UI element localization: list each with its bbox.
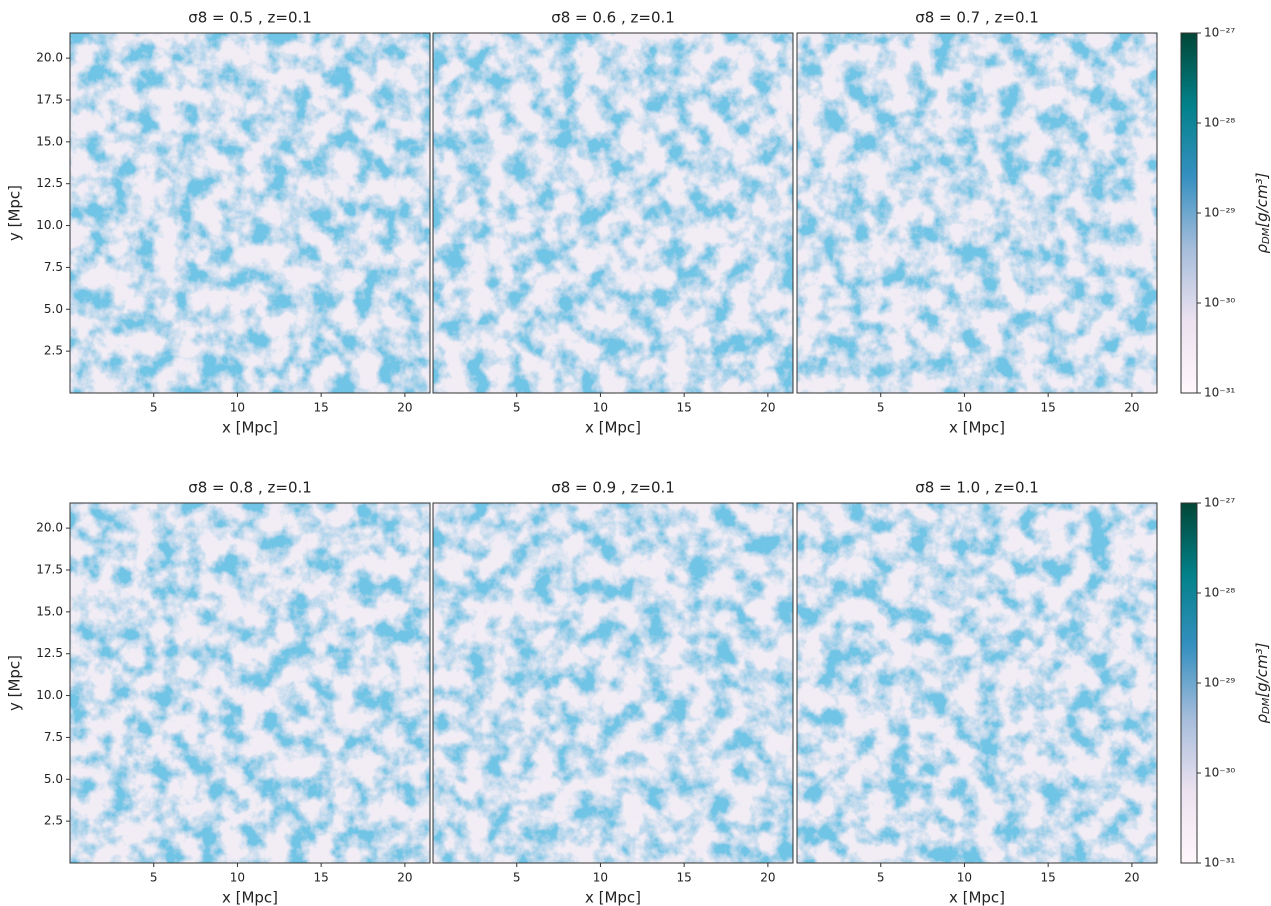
density-map — [70, 33, 430, 393]
y-axis-label: y [Mpc] — [6, 655, 24, 711]
colorbar-tick-label: 10⁻³¹ — [1204, 856, 1235, 870]
x-tick-label: 10 — [230, 401, 245, 415]
panel-title: σ8 = 1.0 , z=0.1 — [915, 479, 1039, 497]
panel-title: σ8 = 0.7 , z=0.1 — [915, 9, 1039, 27]
y-tick-label: 7.5 — [44, 260, 63, 274]
x-axis-label: x [Mpc] — [222, 419, 278, 437]
density-map — [433, 503, 793, 863]
colorbar-label-unit: [g/cm³] — [1253, 642, 1271, 697]
x-tick-label: 5 — [150, 401, 158, 415]
x-axis-label: x [Mpc] — [222, 889, 278, 906]
colorbar-label-unit: [g/cm³] — [1253, 172, 1271, 227]
colorbar — [1180, 502, 1198, 864]
x-tick-label: 20 — [760, 871, 775, 885]
y-tick-label: 12.5 — [36, 176, 63, 190]
x-tick-label: 5 — [877, 871, 885, 885]
colorbar — [1180, 32, 1198, 394]
colorbar-tick-label: 10⁻²⁹ — [1204, 206, 1235, 220]
x-tick-label: 10 — [593, 871, 608, 885]
y-tick-label: 17.5 — [36, 92, 63, 106]
colorbar-tick-label: 10⁻²⁷ — [1204, 26, 1235, 40]
y-tick-label: 20.0 — [36, 51, 63, 65]
colorbar-label: ρDM[g/cm³] — [1253, 172, 1271, 253]
y-tick-label: 10.0 — [36, 688, 63, 702]
colorbar-label-subscript: DM — [1261, 227, 1271, 244]
x-tick-label: 5 — [513, 871, 521, 885]
density-map — [797, 503, 1157, 863]
y-tick-label: 15.0 — [36, 134, 63, 148]
plot-frame — [432, 32, 794, 394]
y-tick-label: 5.0 — [44, 772, 63, 786]
panel-title: σ8 = 0.6 , z=0.1 — [551, 9, 675, 27]
panel-title: σ8 = 0.8 , z=0.1 — [188, 479, 312, 497]
y-tick-label: 15.0 — [36, 604, 63, 618]
x-tick-label: 10 — [957, 871, 972, 885]
plot-frame — [69, 502, 431, 864]
y-tick-label: 12.5 — [36, 646, 63, 660]
y-tick-label: 5.0 — [44, 302, 63, 316]
density-map — [433, 33, 793, 393]
y-tick-label: 20.0 — [36, 521, 63, 535]
colorbar-tick-label: 10⁻²⁸ — [1204, 586, 1235, 600]
colorbar-label: ρDM[g/cm³] — [1253, 642, 1271, 723]
y-tick-label: 10.0 — [36, 218, 63, 232]
colorbar-label-symbol: ρ — [1253, 244, 1271, 254]
x-tick-label: 5 — [150, 871, 158, 885]
y-tick-label: 7.5 — [44, 730, 63, 744]
x-tick-label: 15 — [677, 871, 692, 885]
colorbar-tick-label: 10⁻²⁷ — [1204, 496, 1235, 510]
x-tick-label: 20 — [1124, 871, 1139, 885]
x-tick-label: 15 — [1041, 401, 1056, 415]
plot-frame — [796, 32, 1158, 394]
colorbar-tick-label: 10⁻³⁰ — [1204, 766, 1235, 780]
x-axis-label: x [Mpc] — [949, 419, 1005, 437]
plot-frame — [432, 502, 794, 864]
y-tick-label: 2.5 — [44, 814, 63, 828]
x-axis-label: x [Mpc] — [949, 889, 1005, 906]
x-tick-label: 10 — [593, 401, 608, 415]
x-tick-label: 15 — [1041, 871, 1056, 885]
x-tick-label: 15 — [314, 401, 329, 415]
density-map — [70, 503, 430, 863]
colorbar-tick-label: 10⁻²⁹ — [1204, 676, 1235, 690]
y-tick-label: 17.5 — [36, 562, 63, 576]
x-tick-label: 10 — [957, 401, 972, 415]
x-tick-label: 15 — [677, 401, 692, 415]
colorbar-label-symbol: ρ — [1253, 714, 1271, 724]
x-tick-label: 20 — [397, 401, 412, 415]
x-axis-label: x [Mpc] — [585, 889, 641, 906]
colorbar-tick-label: 10⁻²⁸ — [1204, 116, 1235, 130]
density-map — [797, 33, 1157, 393]
x-axis-label: x [Mpc] — [585, 419, 641, 437]
y-axis-label: y [Mpc] — [6, 185, 24, 241]
colorbar-tick-label: 10⁻³¹ — [1204, 386, 1235, 400]
y-tick-label: 2.5 — [44, 344, 63, 358]
panel-title: σ8 = 0.9 , z=0.1 — [551, 479, 675, 497]
panel-title: σ8 = 0.5 , z=0.1 — [188, 9, 312, 27]
plot-frame — [69, 32, 431, 394]
x-tick-label: 20 — [1124, 401, 1139, 415]
x-tick-label: 15 — [314, 871, 329, 885]
x-tick-label: 20 — [397, 871, 412, 885]
x-tick-label: 5 — [877, 401, 885, 415]
x-tick-label: 20 — [760, 401, 775, 415]
x-tick-label: 5 — [513, 401, 521, 415]
colorbar-label-subscript: DM — [1261, 697, 1271, 714]
x-tick-label: 10 — [230, 871, 245, 885]
colorbar-tick-label: 10⁻³⁰ — [1204, 296, 1235, 310]
plot-frame — [796, 502, 1158, 864]
